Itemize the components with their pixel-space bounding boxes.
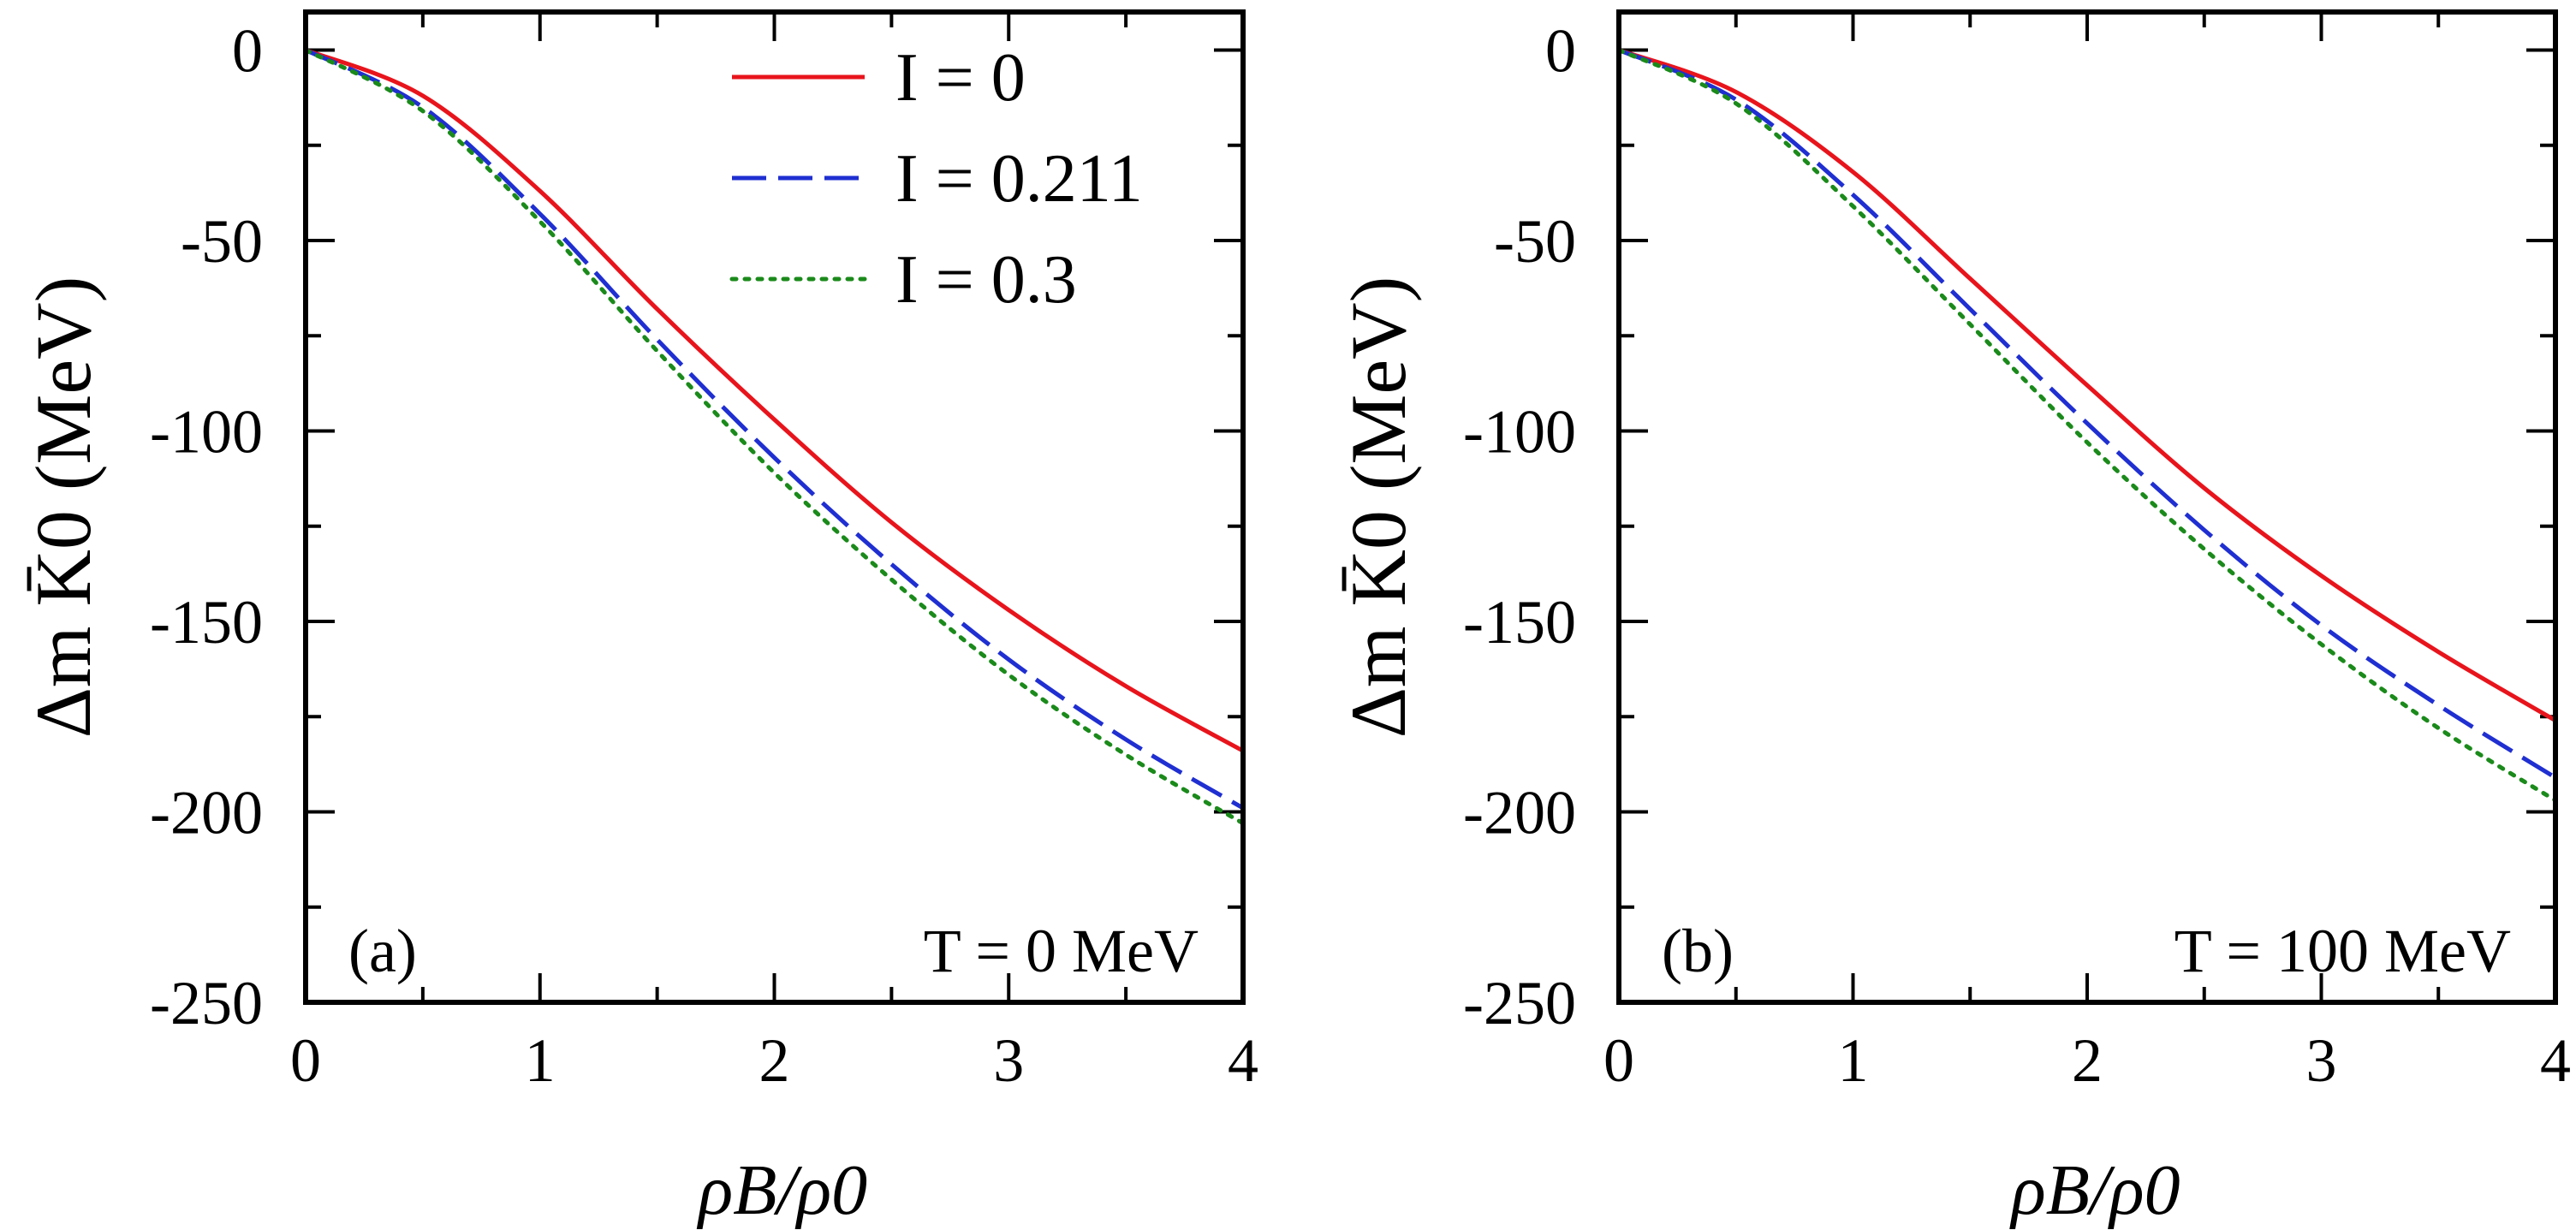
plot-frame	[303, 9, 1246, 1005]
series-line-1	[306, 48, 1243, 753]
temperature-annotation: T = 100 MeV	[2174, 917, 2511, 985]
x-tick-label: 4	[2540, 1026, 2571, 1095]
y-tick-label: -200	[150, 779, 263, 847]
x-tick-label: 0	[1603, 1026, 1634, 1095]
series-line-2	[1619, 48, 2555, 780]
y-tick-label: -150	[150, 588, 263, 657]
panel-b: 0 1 2 3 4 0 -50 -100 -150 -200 -250 (b) T = 100 MeV ρ…	[1335, 9, 2571, 1230]
series-line-2	[306, 48, 1243, 811]
y-tick-label: -200	[1463, 779, 1576, 847]
y-tick-label: -250	[150, 969, 263, 1037]
x-tick-label: 1	[525, 1026, 556, 1095]
y-tick-label: -50	[181, 207, 263, 276]
x-tick-label: 0	[290, 1026, 321, 1095]
temperature-annotation: T = 0 MeV	[924, 917, 1199, 985]
legend-label-1: I = 0	[895, 40, 1026, 116]
y-tick-label: 0	[232, 17, 263, 86]
x-tick-label: 2	[759, 1026, 790, 1095]
y-tick-label: -100	[1463, 398, 1576, 466]
legend-label-2: I = 0.211	[895, 141, 1143, 217]
y-tick-label: -100	[150, 398, 263, 466]
y-tick-label: -250	[1463, 969, 1576, 1037]
y-tick-label: -150	[1463, 588, 1576, 657]
y-axis-label: Δm K̄0 (MeV)	[1335, 276, 1422, 739]
x-axis-label: ρB/ρ0	[696, 1150, 867, 1230]
x-tick-label: 1	[1838, 1026, 1869, 1095]
y-tick-label: 0	[1545, 17, 1576, 86]
series-line-3	[306, 48, 1243, 826]
legend-label-3: I = 0.3	[895, 242, 1077, 318]
x-tick-label: 3	[2306, 1026, 2337, 1095]
panel-a: 0 1 2 3 4 0 -50 -100 -150 -200 -250 (a) T = 0 MeV ρB/…	[20, 9, 1258, 1230]
x-axis-label: ρB/ρ0	[2008, 1150, 2180, 1230]
y-tick-label: -50	[1494, 207, 1576, 276]
series-line-3	[1619, 48, 2555, 803]
series-line-1	[1619, 48, 2555, 722]
panel-label: (a)	[348, 917, 417, 985]
panel-label: (b)	[1662, 917, 1734, 985]
x-tick-label: 2	[2072, 1026, 2103, 1095]
plot-frame	[1616, 9, 2558, 1005]
x-tick-label: 4	[1228, 1026, 1258, 1095]
y-axis-label: Δm K̄0 (MeV)	[20, 276, 107, 739]
x-tick-label: 3	[993, 1026, 1024, 1095]
